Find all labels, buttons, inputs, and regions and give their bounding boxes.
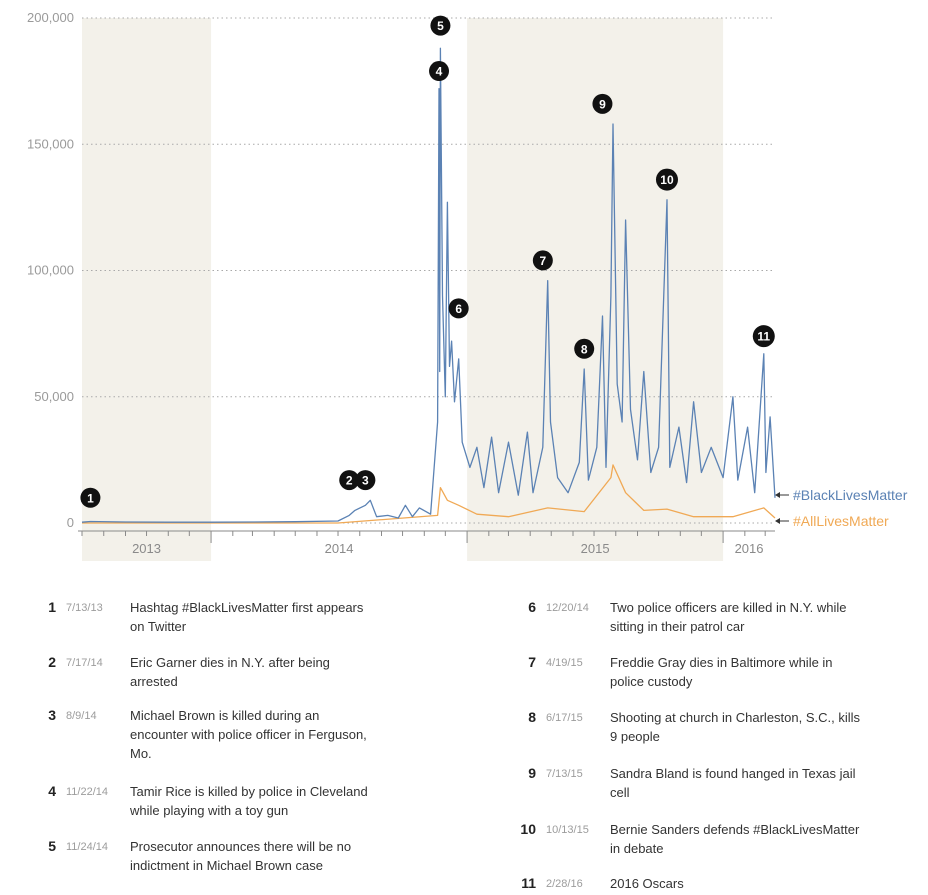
event-description: Prosecutor announces there will be no in… <box>130 839 352 873</box>
event-item-8: 8 6/17/15 Shooting at church in Charlest… <box>510 708 860 746</box>
event-marker <box>430 15 451 36</box>
event-marker-number: 11 <box>757 330 770 344</box>
y-tick-label: 50,000 <box>34 389 74 404</box>
series-line <box>82 464 776 524</box>
event-marker <box>574 338 595 359</box>
event-date: 2/28/16 <box>546 878 583 890</box>
event-marker <box>752 325 775 348</box>
event-number: 8 <box>528 709 536 725</box>
event-number: 5 <box>48 838 56 854</box>
event-description: Sandra Bland is found hanged in Texas ja… <box>610 766 856 800</box>
series-label: #AllLivesMatter <box>793 513 889 529</box>
event-marker-number: 8 <box>581 342 588 356</box>
event-number: 10 <box>520 821 536 837</box>
gridlines: 200,000 150,000 100,000 50,000 0 <box>27 10 775 530</box>
event-date: 8/9/14 <box>66 710 97 722</box>
y-tick-label: 150,000 <box>27 136 74 151</box>
event-marker <box>429 61 450 82</box>
event-item-10: 10 10/13/15 Bernie Sanders defends #Blac… <box>510 820 860 858</box>
event-marker-number: 9 <box>599 97 606 111</box>
event-description: Shooting at church in Charleston, S.C., … <box>610 710 861 744</box>
event-marker <box>80 487 101 508</box>
event-date: 4/19/15 <box>546 657 583 669</box>
event-description: Tamir Rice is killed by police in Clevel… <box>130 784 368 818</box>
event-date: 6/17/15 <box>546 712 583 724</box>
event-number: 4 <box>48 783 56 799</box>
event-number: 11 <box>521 875 536 891</box>
event-description: Freddie Gray dies in Baltimore while in … <box>610 655 833 689</box>
event-marker <box>592 93 613 114</box>
event-marker-number: 5 <box>437 19 444 33</box>
x-tick-label: 2014 <box>325 541 354 556</box>
y-tick-label: 200,000 <box>27 10 74 25</box>
series-labels: #BlackLivesMatter #AllLivesMatter <box>775 487 908 529</box>
y-tick-label: 0 <box>67 515 74 530</box>
event-date: 7/13/15 <box>546 768 583 780</box>
series-pointer-arrow <box>775 492 780 498</box>
x-axis: 2013 2014 2015 2016 <box>78 530 775 556</box>
event-number: 3 <box>48 707 56 723</box>
series-line <box>81 47 776 523</box>
event-item-5: 5 11/24/14 Prosecutor announces there wi… <box>30 837 380 875</box>
event-description: Hashtag #BlackLivesMatter first appears … <box>130 600 364 634</box>
event-number: 1 <box>48 599 56 615</box>
event-description: Michael Brown is killed during an encoun… <box>130 708 367 761</box>
series-pointer-arrow <box>775 518 780 524</box>
event-marker-number: 6 <box>455 302 462 316</box>
event-number: 6 <box>528 599 536 615</box>
event-item-3: 3 8/9/14 Michael Brown is killed during … <box>30 706 380 763</box>
event-marker <box>655 168 678 191</box>
event-item-9: 9 7/13/15 Sandra Bland is found hanged i… <box>510 764 860 802</box>
event-item-7: 7 4/19/15 Freddie Gray dies in Baltimore… <box>510 653 860 691</box>
x-tick-label: 2013 <box>132 541 161 556</box>
event-number: 9 <box>528 765 536 781</box>
event-date: 7/13/13 <box>66 602 103 614</box>
event-item-2: 2 7/17/14 Eric Garner dies in N.Y. after… <box>30 653 380 691</box>
event-date: 7/17/14 <box>66 657 103 669</box>
series-label: #BlackLivesMatter <box>793 487 908 503</box>
event-marker-number: 10 <box>660 173 674 187</box>
event-marker <box>339 470 360 491</box>
event-number: 2 <box>48 654 56 670</box>
event-date: 12/20/14 <box>546 602 589 614</box>
y-tick-label: 100,000 <box>27 263 74 278</box>
event-date: 11/24/14 <box>66 841 109 853</box>
event-marker <box>448 298 469 319</box>
event-item-4: 4 11/22/14 Tamir Rice is killed by polic… <box>30 782 380 820</box>
event-marker <box>355 470 376 491</box>
shaded-period <box>82 18 212 561</box>
event-marker <box>532 250 553 271</box>
event-item-1: 1 7/13/13 Hashtag #BlackLivesMatter firs… <box>30 598 380 636</box>
event-marker-number: 7 <box>539 254 546 268</box>
event-description: Bernie Sanders defends #BlackLivesMatter… <box>610 822 860 856</box>
event-legend: 1 7/13/13 Hashtag #BlackLivesMatter firs… <box>0 588 928 895</box>
event-number: 7 <box>528 654 536 670</box>
x-tick-label: 2016 <box>735 541 764 556</box>
event-marker-number: 1 <box>87 491 94 505</box>
event-marker-number: 4 <box>436 65 443 79</box>
event-description: 2016 Oscars <box>610 876 684 891</box>
event-marker-number: 3 <box>362 474 369 488</box>
event-date: 10/13/15 <box>546 824 589 836</box>
x-tick-label: 2015 <box>581 541 610 556</box>
series-lines <box>81 47 776 524</box>
event-description: Two police officers are killed in N.Y. w… <box>610 600 847 634</box>
event-marker-number: 2 <box>346 474 353 488</box>
event-item-6: 6 12/20/14 Two police officers are kille… <box>510 598 860 636</box>
event-item-11: 11 2/28/16 2016 Oscars <box>510 874 860 894</box>
event-date: 11/22/14 <box>66 786 109 798</box>
event-description: Eric Garner dies in N.Y. after being arr… <box>130 655 330 689</box>
